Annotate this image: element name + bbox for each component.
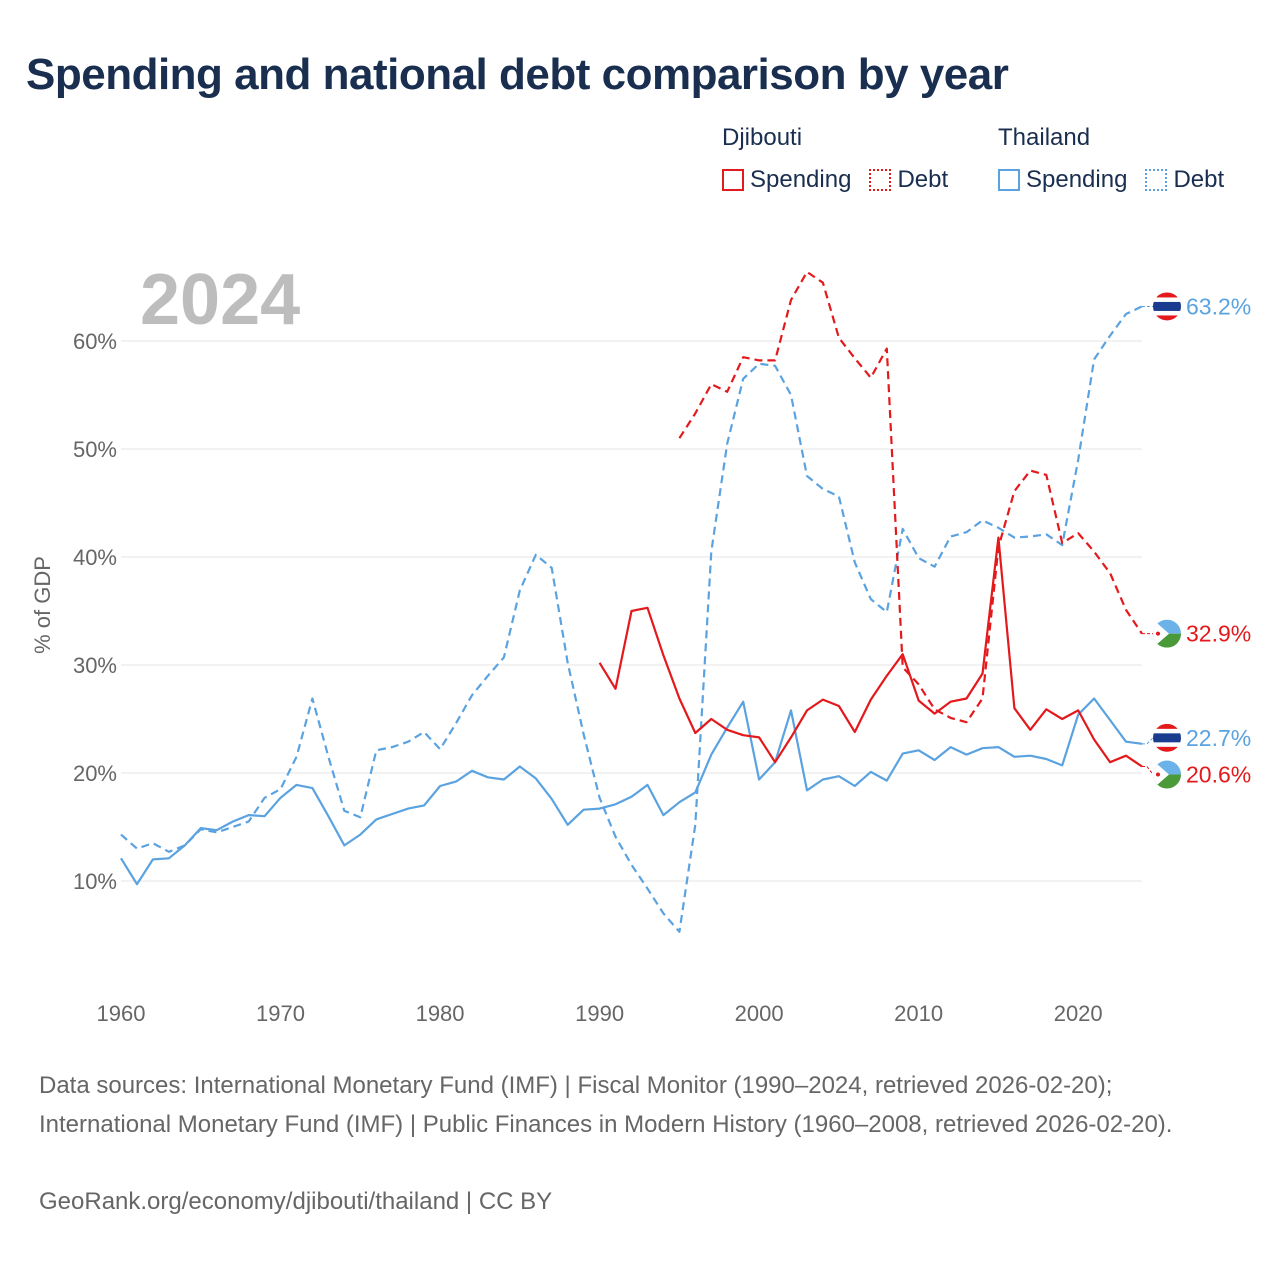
y-tick-label: 30%: [73, 653, 117, 678]
djibouti-flag-icon: [1153, 760, 1181, 789]
legend-item-thailand-spending[interactable]: Spending: [998, 166, 1127, 194]
legend-label: Debt: [1173, 166, 1225, 193]
x-tick-label: 1960: [97, 1001, 146, 1026]
legend-country-djibouti: Djibouti: [722, 124, 803, 151]
djibouti-debt-line: [678, 270, 1143, 724]
y-tick-label: 40%: [73, 545, 117, 570]
footer-sources: Data sources: International Monetary Fun…: [39, 1072, 1173, 1138]
legend-label: Spending: [750, 166, 852, 193]
legend-group-djibouti: Djibouti Spending Debt: [722, 124, 966, 194]
thailand-spending-line: [120, 697, 1143, 886]
legend-swatch-dotted-icon: [869, 169, 892, 191]
thailand-spending-leader: [1142, 737, 1154, 745]
x-tick-label: 2000: [735, 1001, 784, 1026]
footer-credit[interactable]: GeoRank.org/economy/djibouti/thailand | …: [39, 1188, 553, 1215]
chart-title: Spending and national debt comparison by…: [26, 50, 1009, 99]
thailand-spending-end-label: 22.7%: [1186, 725, 1251, 751]
djibouti-spending-end-label: 20.6%: [1186, 762, 1251, 788]
y-tick-label: 60%: [73, 329, 117, 354]
legend-item-thailand-debt[interactable]: Debt: [1145, 166, 1224, 194]
djibouti-spending-line: [598, 536, 1143, 768]
y-tick-label: 20%: [73, 761, 117, 786]
line-chart: 2024 10% 20% 30% 40% 50% 60% 1960 1970 1980 1990 20…: [30, 260, 1251, 1026]
legend-swatch-solid-icon: [998, 169, 1020, 191]
legend-item-djibouti-spending[interactable]: Spending: [722, 166, 851, 194]
legend-swatch-solid-icon: [722, 169, 744, 191]
y-tick-label: 10%: [73, 869, 117, 894]
thailand-debt-end-label: 63.2%: [1186, 293, 1251, 319]
legend-country-thailand: Thailand: [998, 124, 1091, 151]
thailand-flag-icon: [1153, 292, 1181, 321]
x-tick-label: 1980: [416, 1001, 465, 1026]
djibouti-flag-icon: [1153, 619, 1181, 648]
legend-group-thailand: Thailand Spending Debt: [998, 124, 1242, 194]
legend-swatch-dotted-icon: [1145, 169, 1168, 191]
thailand-flag-icon: [1153, 723, 1181, 752]
y-tick-label: 50%: [73, 437, 117, 462]
legend-label: Spending: [1026, 166, 1128, 193]
djibouti-debt-end-label: 32.9%: [1186, 621, 1251, 647]
x-tick-label: 1970: [256, 1001, 305, 1026]
legend-label: Debt: [897, 166, 949, 193]
year-watermark: 2024: [140, 260, 300, 340]
x-tick-label: 1990: [575, 1001, 624, 1026]
legend-item-djibouti-debt[interactable]: Debt: [869, 166, 948, 194]
y-axis-label: % of GDP: [30, 556, 55, 654]
x-tick-label: 2010: [894, 1001, 943, 1026]
djibouti-spending-leader: [1142, 766, 1154, 775]
x-tick-label: 2020: [1054, 1001, 1103, 1026]
